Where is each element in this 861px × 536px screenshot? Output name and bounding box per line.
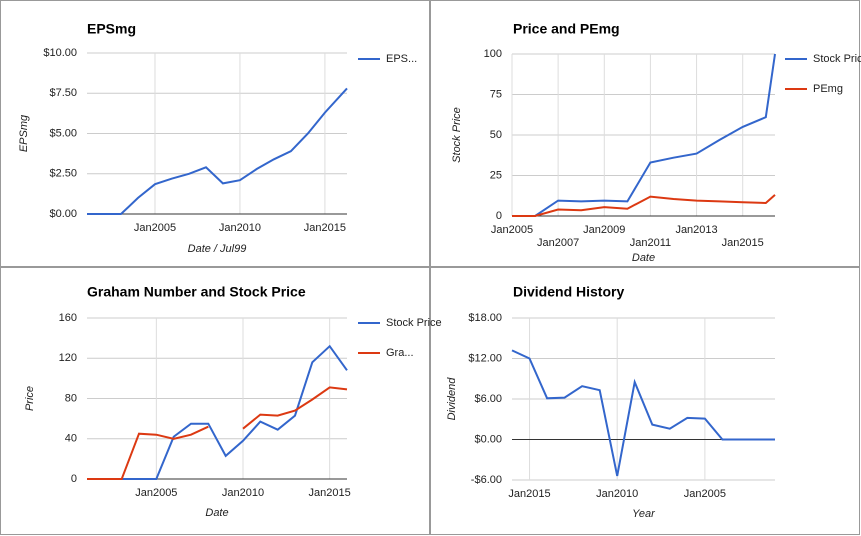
x-axis-label: Date / Jul99: [188, 243, 247, 255]
y-tick-label: $2.50: [49, 168, 77, 180]
x-tick-label: Jan2013: [675, 224, 717, 236]
x-tick-label: Jan2010: [222, 487, 264, 499]
x-tick-label: Jan2015: [722, 237, 764, 249]
panel: [430, 0, 860, 267]
x-tick-label: Jan2005: [134, 222, 176, 234]
y-tick-label: $0.00: [474, 433, 502, 445]
legend-entry: PEmg: [785, 82, 861, 96]
y-tick-label: 0: [496, 210, 502, 222]
y-axis-label: Dividend: [446, 377, 458, 421]
panel: [430, 267, 860, 535]
x-axis-label: Date: [632, 252, 655, 264]
y-tick-label: $0.00: [49, 208, 77, 220]
y-tick-label: $5.00: [49, 127, 77, 139]
panel: [0, 267, 430, 535]
y-tick-label: $12.00: [468, 352, 502, 364]
x-tick-label: Jan2015: [309, 487, 351, 499]
y-tick-label: 50: [490, 129, 502, 141]
y-axis-label: EPSmg: [18, 114, 30, 152]
x-tick-label: Jan2015: [304, 222, 346, 234]
x-axis-label: Year: [632, 508, 656, 520]
legend-swatch: [785, 88, 807, 90]
x-tick-label: Jan2007: [537, 237, 579, 249]
x-tick-label: Jan2005: [491, 224, 533, 236]
y-tick-label: -$6.00: [471, 474, 502, 486]
y-tick-label: 75: [490, 88, 502, 100]
y-tick-label: 0: [71, 473, 77, 485]
y-tick-label: 100: [484, 48, 502, 60]
x-axis-label: Date: [205, 507, 228, 519]
chart-title: Graham Number and Stock Price: [87, 284, 306, 300]
y-axis-label: Price: [24, 386, 36, 411]
y-tick-label: 40: [65, 433, 77, 445]
y-tick-label: $7.50: [49, 87, 77, 99]
y-axis-label: Stock Price: [451, 107, 463, 163]
y-tick-label: 160: [59, 312, 77, 324]
series-line: [512, 194, 776, 217]
series-line: [87, 87, 348, 215]
legend-swatch: [785, 58, 807, 60]
legend-entry: Stock Price: [785, 52, 861, 66]
legend-swatch: [358, 352, 380, 354]
series-line: [511, 349, 775, 477]
legend-swatch: [358, 58, 380, 60]
y-tick-label: 80: [65, 392, 77, 404]
series-line: [87, 386, 348, 480]
series-line: [87, 344, 348, 480]
y-tick-label: 120: [59, 352, 77, 364]
series-line: [512, 53, 776, 217]
x-tick-label: Jan2005: [135, 487, 177, 499]
x-tick-label: Jan2010: [219, 222, 261, 234]
x-tick-label: Jan2005: [684, 488, 726, 500]
legend-entry: Gra...: [358, 346, 444, 360]
legend-swatch: [358, 322, 380, 324]
x-tick-label: Jan2015: [508, 488, 550, 500]
chart-title: EPSmg: [87, 21, 136, 37]
y-tick-label: $6.00: [474, 393, 502, 405]
y-tick-label: $10.00: [43, 47, 77, 59]
x-tick-label: Jan2011: [630, 237, 671, 249]
chart-title: Dividend History: [513, 284, 624, 300]
x-tick-label: Jan2010: [596, 488, 638, 500]
legend-entry: EPS...: [358, 52, 444, 66]
y-tick-label: $18.00: [468, 312, 502, 324]
x-tick-label: Jan2009: [583, 224, 625, 236]
legend-entry: Stock Price: [358, 316, 444, 330]
y-tick-label: 25: [490, 169, 502, 181]
chart-title: Price and PEmg: [513, 21, 620, 37]
